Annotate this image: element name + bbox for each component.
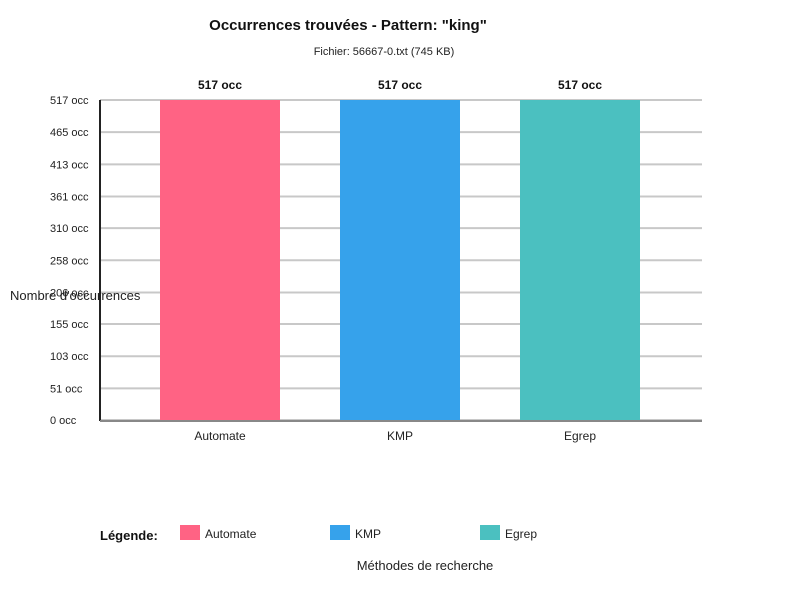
y-tick-label: 258 occ — [50, 255, 89, 267]
y-tick-label: 0 occ — [50, 415, 77, 427]
bar-kmp — [340, 100, 460, 420]
y-tick-label: 103 occ — [50, 351, 89, 363]
legend-swatch — [480, 525, 500, 540]
data-label: 517 occ — [378, 78, 422, 92]
y-tick-label: 465 occ — [50, 127, 89, 139]
data-label: 517 occ — [198, 78, 242, 92]
legend-entry: KMP — [355, 527, 381, 541]
bar-automate — [160, 100, 280, 420]
data-labels: 517 occ 517 occ 517 occ — [198, 78, 602, 92]
x-tick-label: Automate — [194, 429, 246, 443]
x-tick-label: Egrep — [564, 429, 596, 443]
y-tick-label: 155 occ — [50, 319, 89, 331]
y-tick-label: 517 occ — [50, 95, 89, 107]
y-tick-label: 413 occ — [50, 159, 89, 171]
bar-egrep — [520, 100, 640, 420]
bars — [160, 100, 640, 420]
legend-swatch — [330, 525, 350, 540]
legend-entry: Egrep — [505, 527, 537, 541]
y-axis-label: Nombre d'occurrences — [10, 288, 141, 303]
y-tick-label: 206 occ — [50, 287, 89, 299]
legend: Légende: Automate KMP Egrep — [100, 525, 537, 543]
chart-subtitle: Fichier: 56667-0.txt (745 KB) — [314, 46, 455, 58]
data-label: 517 occ — [558, 78, 602, 92]
chart-title: Occurrences trouvées - Pattern: "king" — [209, 17, 487, 34]
legend-title: Légende: — [100, 528, 158, 543]
y-tick-label: 361 occ — [50, 192, 89, 204]
x-axis-ticks: Automate KMP Egrep — [194, 429, 596, 443]
x-tick-label: KMP — [387, 429, 413, 443]
y-tick-label: 51 occ — [50, 383, 83, 395]
y-axis-ticks: 0 occ 51 occ 103 occ 155 occ 206 occ 258 occ 3… — [50, 95, 89, 427]
legend-swatch — [180, 525, 200, 540]
y-tick-label: 310 occ — [50, 223, 89, 235]
legend-entry: Automate — [205, 527, 257, 541]
x-axis-label: Méthodes de recherche — [357, 558, 494, 573]
